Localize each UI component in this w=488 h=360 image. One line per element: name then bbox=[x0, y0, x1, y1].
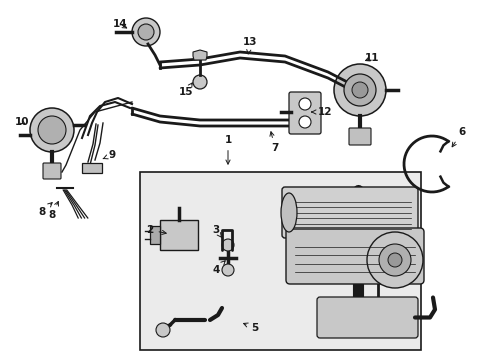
Circle shape bbox=[132, 18, 160, 46]
FancyBboxPatch shape bbox=[285, 228, 423, 284]
FancyBboxPatch shape bbox=[348, 128, 370, 145]
Circle shape bbox=[222, 239, 234, 251]
Bar bbox=[82, 163, 102, 173]
Text: 13: 13 bbox=[242, 37, 257, 54]
Text: 5: 5 bbox=[243, 323, 258, 333]
Bar bbox=[150, 226, 160, 244]
Text: 2: 2 bbox=[146, 225, 166, 235]
Circle shape bbox=[138, 24, 154, 40]
Circle shape bbox=[351, 82, 367, 98]
Bar bbox=[160, 220, 198, 250]
Text: 7: 7 bbox=[269, 132, 278, 153]
Circle shape bbox=[333, 64, 385, 116]
Bar bbox=[140, 172, 420, 350]
Circle shape bbox=[343, 74, 375, 106]
Text: 4: 4 bbox=[212, 261, 225, 275]
Text: 3: 3 bbox=[212, 225, 222, 238]
Text: 6: 6 bbox=[451, 127, 465, 147]
Polygon shape bbox=[193, 50, 206, 60]
FancyBboxPatch shape bbox=[43, 163, 61, 179]
Circle shape bbox=[193, 75, 206, 89]
Circle shape bbox=[38, 116, 66, 144]
Circle shape bbox=[366, 232, 422, 288]
Text: 14: 14 bbox=[112, 19, 127, 29]
Text: 9: 9 bbox=[103, 150, 115, 160]
Circle shape bbox=[298, 116, 310, 128]
FancyBboxPatch shape bbox=[288, 92, 320, 134]
Circle shape bbox=[156, 323, 170, 337]
Text: 15: 15 bbox=[179, 83, 193, 97]
FancyBboxPatch shape bbox=[316, 297, 417, 338]
Text: 1: 1 bbox=[224, 135, 231, 164]
Text: 8: 8 bbox=[38, 203, 52, 217]
Circle shape bbox=[30, 108, 74, 152]
Circle shape bbox=[378, 244, 410, 276]
Text: 8: 8 bbox=[48, 202, 59, 220]
Circle shape bbox=[387, 253, 401, 267]
Text: 10: 10 bbox=[15, 117, 29, 127]
Circle shape bbox=[222, 264, 234, 276]
Circle shape bbox=[298, 98, 310, 110]
Text: 11: 11 bbox=[364, 53, 379, 63]
Ellipse shape bbox=[281, 193, 296, 232]
Text: 12: 12 bbox=[311, 107, 331, 117]
FancyBboxPatch shape bbox=[282, 187, 417, 238]
